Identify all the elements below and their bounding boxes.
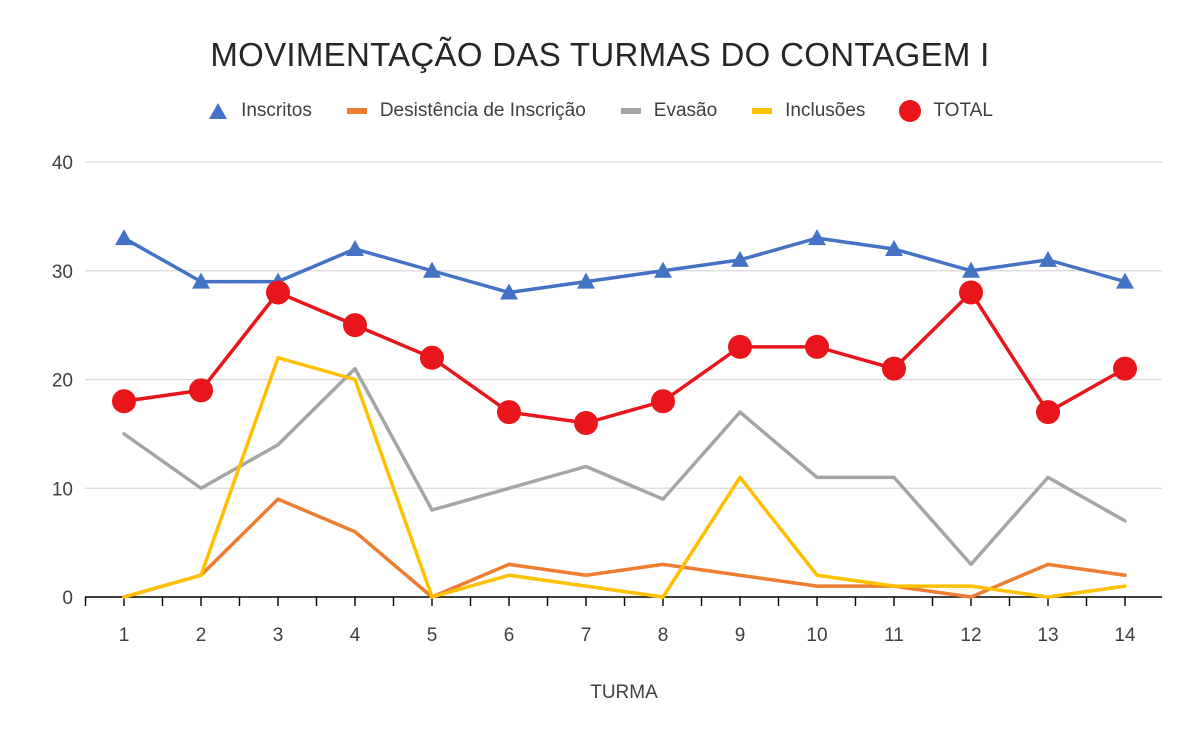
legend-label: Inclusões (785, 100, 866, 121)
data-point-total (959, 280, 983, 305)
x-tick-label: 7 (581, 625, 592, 646)
data-point-total (574, 411, 598, 435)
data-point-total (266, 280, 290, 305)
x-tick-label: 13 (1037, 625, 1058, 646)
x-tick-label: 6 (504, 625, 515, 646)
data-point-inscritos (654, 261, 672, 278)
legend-swatch (209, 103, 228, 119)
x-tick-label: 9 (735, 625, 746, 646)
data-point-total (1036, 400, 1060, 425)
legend-label: Evasão (653, 100, 718, 121)
x-tick-label: 4 (350, 625, 361, 646)
data-point-total (112, 389, 136, 414)
data-point-total (651, 389, 675, 414)
x-tick-label: 8 (658, 625, 669, 646)
chart-title: MOVIMENTAÇÃO DAS TURMAS DO CONTAGEM I (210, 36, 990, 73)
y-tick-label: 30 (52, 262, 73, 283)
x-tick-label: 10 (806, 625, 827, 646)
data-point-total (805, 334, 829, 359)
legend-label: Desistência de Inscrição (379, 100, 586, 121)
legend-label: TOTAL (933, 100, 993, 121)
series-line-evasao (122, 366, 1127, 567)
series-line-inclusoes (122, 356, 1127, 599)
x-tick-label: 12 (960, 625, 981, 646)
data-point-inscritos (115, 229, 133, 246)
legend-label: Inscritos (241, 100, 312, 121)
legend-item-inscritos: Inscritos (207, 100, 312, 122)
data-point-total (882, 356, 906, 381)
data-point-inscritos (1039, 250, 1057, 267)
data-point-total (189, 378, 213, 403)
legend-swatch (620, 108, 641, 114)
legend-item-desistencia-de-inscricao: Desistência de Inscrição (346, 100, 586, 122)
x-tick-label: 2 (196, 625, 207, 646)
legend-swatch (899, 100, 922, 122)
y-tick-label: 0 (62, 588, 73, 609)
series-inclusoes (122, 356, 1127, 599)
legend-swatch (752, 108, 773, 114)
x-axis-title: TURMA (590, 682, 658, 703)
series-total (112, 280, 1137, 435)
legend-item-evasao: Evasão (620, 100, 717, 122)
legend-item-total: TOTAL (899, 100, 993, 122)
series-inscritos (115, 229, 1134, 300)
series-line-total (122, 290, 1127, 425)
series-line-desistencia-de-inscricao (122, 497, 1127, 599)
y-tick-label: 40 (52, 153, 73, 174)
data-point-inscritos (808, 229, 826, 246)
data-point-total (420, 345, 444, 370)
data-point-inscritos (962, 261, 980, 278)
series-evasao (122, 366, 1127, 567)
series-desistencia-de-inscricao (122, 497, 1127, 599)
y-tick-label: 10 (52, 479, 73, 500)
x-axis-ticks (84, 597, 1126, 606)
data-point-total (728, 334, 752, 359)
data-point-total (1113, 356, 1137, 381)
data-point-inscritos (885, 240, 903, 256)
x-tick-label: 3 (273, 625, 284, 646)
x-tick-label: 5 (427, 625, 438, 646)
data-point-total (343, 313, 367, 338)
data-point-inscritos (192, 272, 210, 289)
data-point-inscritos (731, 250, 749, 267)
x-tick-label: 1 (119, 625, 130, 646)
legend: Inscritos Desistência de Inscrição Evasão I… (0, 100, 1200, 122)
data-point-inscritos (346, 240, 364, 256)
series-line-inscritos (122, 236, 1127, 295)
x-tick-label: 14 (1114, 625, 1136, 646)
data-point-inscritos (577, 272, 595, 289)
data-point-inscritos (1116, 272, 1134, 289)
data-point-inscritos (423, 261, 441, 278)
legend-swatch (346, 108, 367, 114)
data-point-total (497, 400, 521, 425)
y-tick-label: 20 (52, 371, 73, 392)
x-tick-label: 11 (884, 625, 904, 646)
legend-item-inclusoes: Inclusões (751, 100, 865, 122)
data-point-inscritos (500, 283, 518, 300)
